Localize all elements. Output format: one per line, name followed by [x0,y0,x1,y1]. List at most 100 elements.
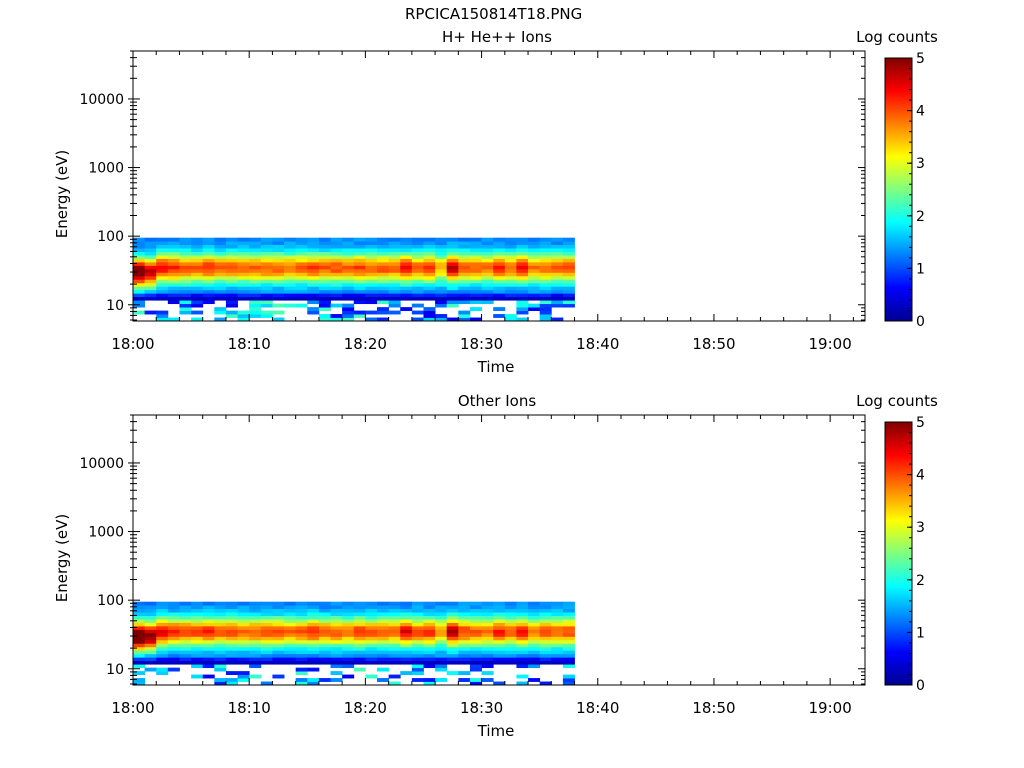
heatmap-cell [249,300,262,305]
heatmap-cell [469,296,482,301]
heatmap-cell [156,268,169,273]
heatmap-cell [504,653,517,658]
heatmap-cell [272,622,285,627]
heatmap-cell [423,261,436,266]
heatmap-cell [342,303,355,308]
heatmap-cell [353,636,366,641]
heatmap-cell [318,622,331,627]
heatmap-cell [435,265,448,270]
heatmap-cell [144,293,157,298]
heatmap-cell [284,282,297,287]
heatmap-cell [411,241,424,246]
heatmap-cell [225,314,238,318]
heatmap-cells [133,601,575,686]
heatmap-cell [469,643,482,648]
heatmap-cell [446,303,459,308]
heatmap-cell [214,632,227,637]
heatmap-cell [551,625,564,630]
heatmap-cell [400,265,413,270]
heatmap-cell [446,300,459,305]
heatmap-cell [330,657,343,662]
heatmap-cell [516,643,529,648]
heatmap-cell [446,657,459,662]
heatmap-cell [388,255,401,259]
heatmap-cell [179,289,192,294]
heatmap-cell [225,601,238,606]
heatmap-cell [249,314,262,318]
heatmap-cell [481,251,494,256]
heatmap-cell [435,615,448,620]
heatmap-cell [225,660,238,665]
heatmap-cell [214,667,227,672]
heatmap-cell [167,660,180,665]
heatmap-cell [458,605,471,610]
heatmap-cell [318,293,331,298]
heatmap-cell [493,255,506,259]
heatmap-cell [481,286,494,291]
heatmap-cell [284,265,297,270]
heatmap-cell [411,282,424,287]
heatmap-cell [284,275,297,280]
heatmap-cell [365,296,378,301]
heatmap-cell [516,636,529,641]
heatmap-cell [377,632,390,637]
heatmap-cell [388,300,401,305]
heatmap-cell [446,258,459,263]
heatmap-cell [423,272,436,277]
heatmap-cell [458,317,471,322]
heatmap-cell [295,615,308,620]
heatmap-cell [191,286,204,291]
heatmap-cell [167,300,180,305]
heatmap-cell [504,317,517,322]
heatmap-cell [353,286,366,291]
heatmap-cell [423,681,436,686]
heatmap-cell [411,678,424,682]
heatmap-cell [539,248,552,252]
heatmap-cell [156,650,169,655]
heatmap-cell [179,300,192,305]
heatmap-cell [144,608,157,613]
heatmap-cell [237,296,250,301]
heatmap-cell [411,629,424,634]
heatmap-cell [307,667,320,672]
heatmap-cell [133,632,146,637]
heatmap-cell [133,296,146,301]
heatmap-cell [260,636,273,641]
heatmap-cell [249,251,262,256]
heatmap-cell [493,681,506,686]
heatmap-cell [388,601,401,606]
heatmap-cell [446,601,459,606]
heatmap-cell [446,268,459,273]
heatmap-cell [225,643,238,648]
heatmap-cell [156,608,169,613]
heatmap-cell [225,289,238,294]
heatmap-cell [342,293,355,298]
heatmap-cell [435,244,448,249]
heatmap-cell [481,279,494,284]
heatmap-cell [307,636,320,641]
heatmap-cell [365,258,378,263]
heatmap-cell [272,272,285,277]
heatmap-cell [156,622,169,627]
heatmap-cell [133,275,146,280]
heatmap-cell [493,643,506,648]
heatmap-cell [446,279,459,284]
heatmap-cell [411,660,424,665]
heatmap-cell [400,622,413,627]
heatmap-cell [179,646,192,651]
heatmap-cell [167,251,180,256]
heatmap-cell [411,237,424,242]
heatmap-cell [272,605,285,610]
heatmap-cell [481,671,494,675]
heatmap-cell [284,255,297,259]
heatmap-cell [307,296,320,301]
heatmap-cell [284,237,297,242]
heatmap-cell [225,619,238,623]
heatmap-cell [144,248,157,252]
heatmap-cell [133,643,146,648]
heatmap-cell [202,265,215,270]
heatmap-cell [284,622,297,627]
heatmap-cell [516,241,529,246]
heatmap-cell [214,636,227,641]
